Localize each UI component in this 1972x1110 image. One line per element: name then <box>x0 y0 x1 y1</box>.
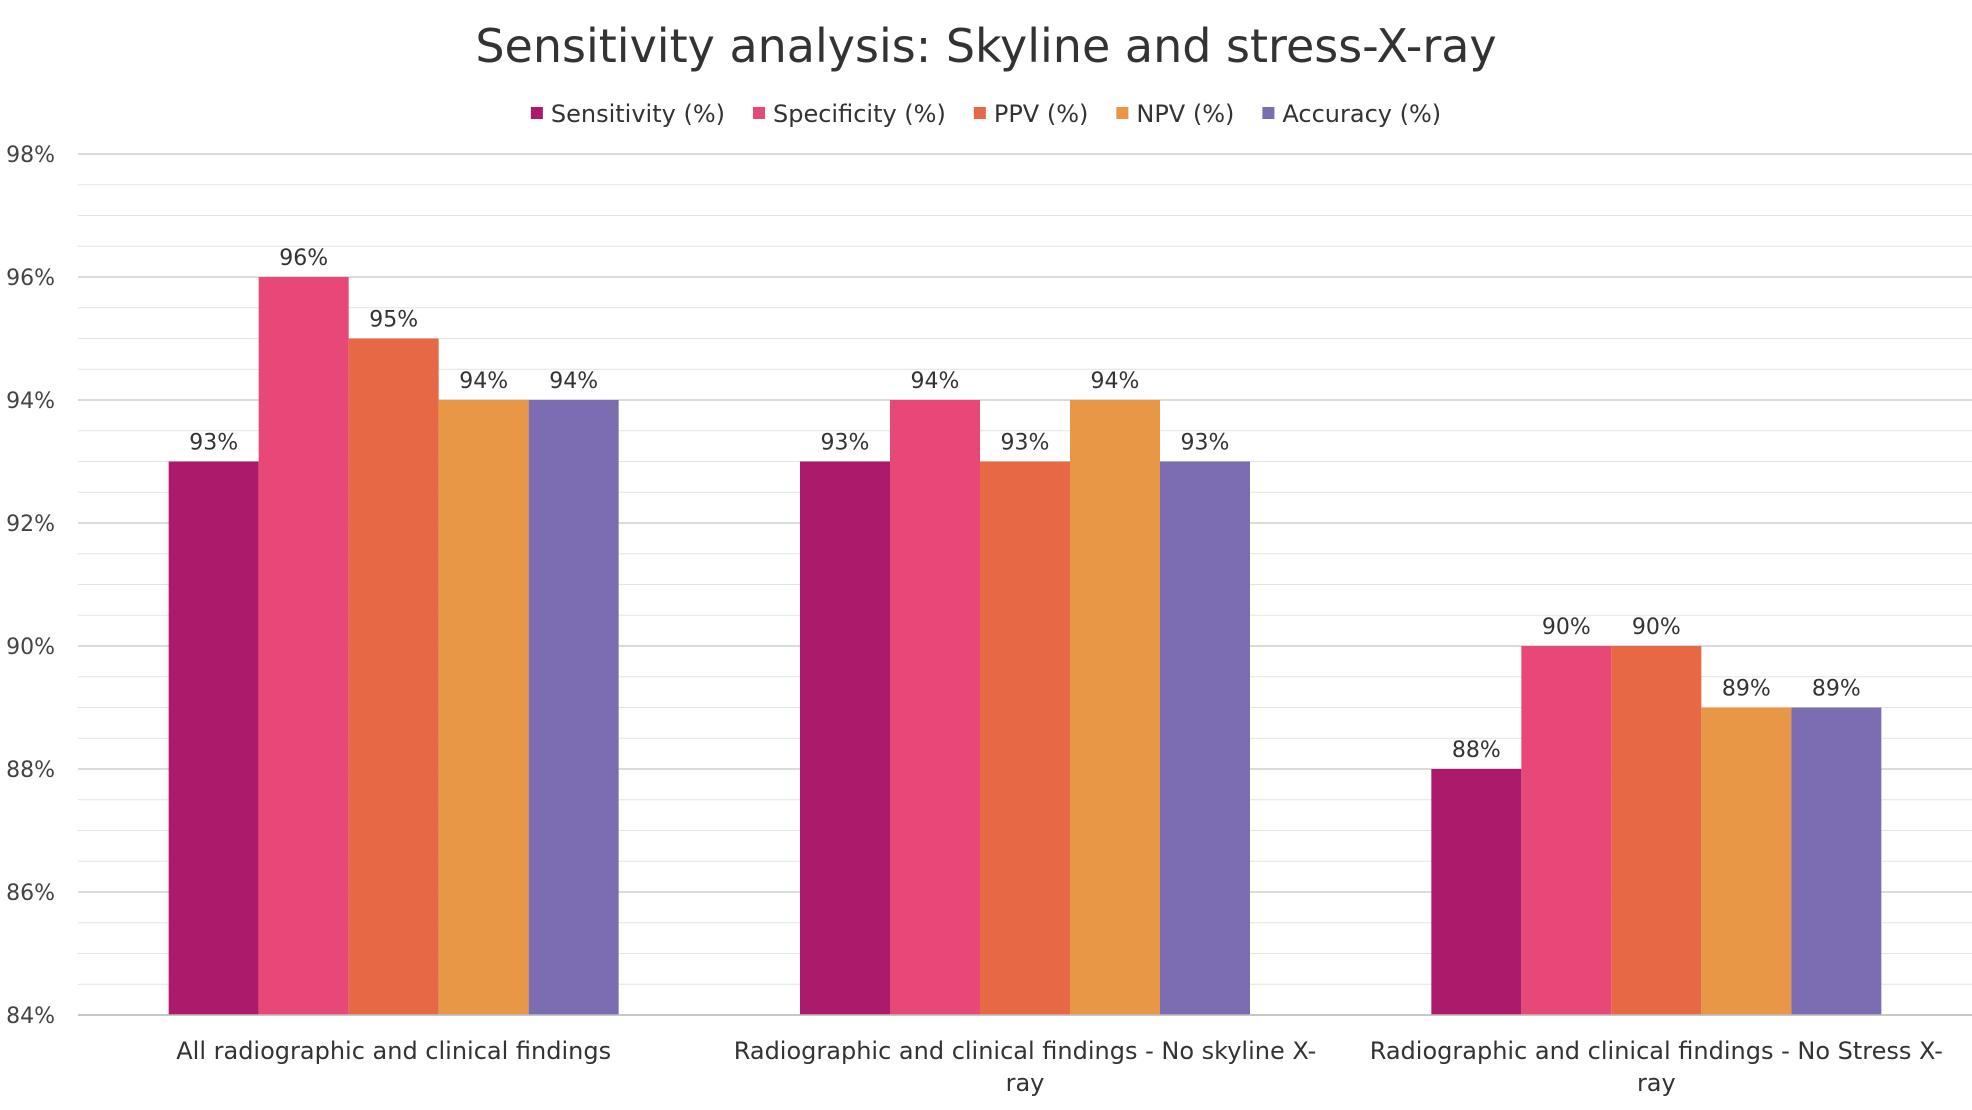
legend-label: PPV (%) <box>994 100 1089 128</box>
legend-label: Sensitivity (%) <box>551 100 725 128</box>
data-label: 96% <box>279 246 328 271</box>
x-axis: All radiographic and clinical findings Ra… <box>78 1014 1972 1097</box>
y-axis: 84% 86% 88% 90% 92% 94% 96% 98% <box>6 143 55 1029</box>
y-tick-label: 96% <box>6 266 55 291</box>
y-tick-label: 94% <box>6 389 55 414</box>
y-tick-label: 88% <box>6 758 55 783</box>
bar-specificity-3 <box>1521 646 1612 1015</box>
legend-label: NPV (%) <box>1136 100 1234 128</box>
data-label: 93% <box>189 431 238 456</box>
data-label: 94% <box>549 369 598 394</box>
data-label: 88% <box>1452 738 1501 763</box>
bar-sensitivity-1 <box>168 461 259 1015</box>
bar-ppv-2 <box>980 461 1070 1015</box>
y-tick-label: 90% <box>6 635 55 660</box>
legend-swatch <box>752 107 765 119</box>
legend: Sensitivity (%) Specificity (%) PPV (%) NPV… <box>530 100 1441 128</box>
legend-swatch <box>530 107 543 119</box>
data-label: 93% <box>821 431 870 456</box>
bar-npv-1 <box>438 400 529 1015</box>
bar-accuracy-3 <box>1791 707 1882 1015</box>
legend-label: Specificity (%) <box>773 100 946 128</box>
legend-swatch <box>1262 107 1275 119</box>
bar-ppv-3 <box>1611 646 1702 1015</box>
category-label: Radiographic and clinical findings - No … <box>734 1037 1317 1065</box>
bar-sensitivity-2 <box>800 461 890 1015</box>
y-tick-label: 84% <box>6 1004 55 1029</box>
bar-npv-3 <box>1701 707 1792 1015</box>
y-tick-label: 92% <box>6 512 55 537</box>
data-label: 94% <box>911 369 960 394</box>
legend-swatch <box>1116 107 1129 119</box>
data-label: 89% <box>1722 677 1771 702</box>
data-label: 94% <box>459 369 508 394</box>
data-label: 95% <box>369 308 418 333</box>
legend-label: Accuracy (%) <box>1282 100 1441 128</box>
bar-npv-2 <box>1070 400 1160 1015</box>
bar-accuracy-2 <box>1160 461 1250 1015</box>
category-label: Radiographic and clinical findings - No … <box>1370 1037 1943 1065</box>
bar-accuracy-1 <box>528 400 619 1015</box>
data-label: 93% <box>1181 431 1230 456</box>
bar-ppv-1 <box>348 338 439 1015</box>
chart-title: Sensitivity analysis: Skyline and stress… <box>475 19 1496 73</box>
y-tick-label: 86% <box>6 881 55 906</box>
data-label: 94% <box>1091 369 1140 394</box>
bar-sensitivity-3 <box>1431 769 1522 1015</box>
data-label: 90% <box>1542 615 1591 640</box>
data-labels: 93% 96% 95% 94% 94% 93% 94% 93% 94% 93% 88% 90% 90% 8… <box>189 246 1861 763</box>
category-label: All radiographic and clinical findings <box>176 1037 611 1065</box>
data-label: 93% <box>1001 431 1050 456</box>
category-label: ray <box>1637 1069 1676 1097</box>
bar-specificity-2 <box>890 400 980 1015</box>
data-label: 89% <box>1812 677 1861 702</box>
category-label: ray <box>1006 1069 1045 1097</box>
y-tick-label: 98% <box>6 143 55 168</box>
data-label: 90% <box>1632 615 1681 640</box>
legend-swatch <box>973 107 986 119</box>
bar-specificity-1 <box>258 277 349 1015</box>
bars <box>168 277 1882 1015</box>
